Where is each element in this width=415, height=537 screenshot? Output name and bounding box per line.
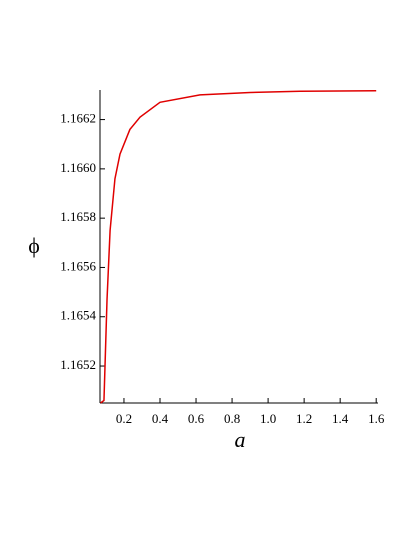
x-tick-label: 1.2 — [296, 411, 312, 426]
y-axis-label: ϕ — [28, 233, 40, 258]
x-tick-label: 0.8 — [224, 411, 240, 426]
x-tick-label: 1.0 — [260, 411, 276, 426]
x-tick-label: 1.4 — [332, 411, 349, 426]
y-tick-label: 1.1654 — [60, 308, 96, 323]
x-tick-label: 0.2 — [116, 411, 132, 426]
y-tick-label: 1.1658 — [60, 209, 96, 224]
x-tick-label: 1.6 — [368, 411, 385, 426]
y-tick-label: 1.1662 — [60, 111, 96, 126]
x-tick-label: 0.4 — [152, 411, 169, 426]
line — [100, 89, 377, 404]
x-axis-label: a — [235, 427, 246, 452]
y-tick-label: 1.1660 — [60, 160, 96, 175]
y-tick-label: 1.1652 — [60, 357, 96, 372]
y-tick-label: 1.1656 — [60, 258, 96, 273]
x-tick-label: 0.6 — [188, 411, 205, 426]
